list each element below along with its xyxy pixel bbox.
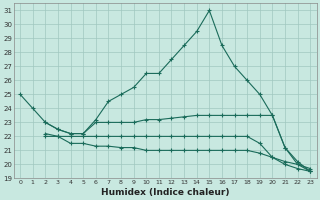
X-axis label: Humidex (Indice chaleur): Humidex (Indice chaleur) — [101, 188, 229, 197]
